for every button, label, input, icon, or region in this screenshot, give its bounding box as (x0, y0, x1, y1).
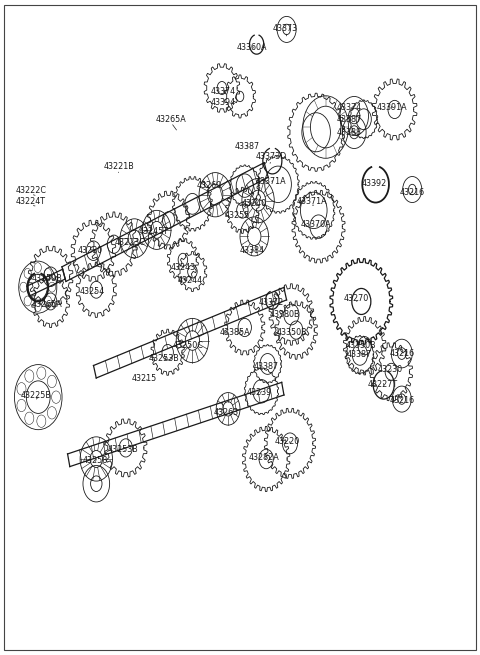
Text: 43360A: 43360A (237, 43, 267, 52)
Text: 43394: 43394 (211, 98, 236, 107)
Text: 43373: 43373 (273, 24, 298, 33)
Text: 43224T: 43224T (16, 197, 46, 206)
Text: 43380B: 43380B (270, 310, 300, 319)
Text: 43265A: 43265A (32, 300, 63, 309)
Text: 43254: 43254 (80, 287, 105, 296)
Text: 43384: 43384 (240, 246, 264, 255)
Text: 43391A: 43391A (377, 103, 408, 112)
Text: 43220: 43220 (275, 437, 300, 446)
Text: 43223C: 43223C (115, 238, 146, 248)
Text: 43250C: 43250C (172, 341, 203, 350)
Text: 43282A: 43282A (249, 453, 279, 462)
Text: 43265A: 43265A (156, 115, 186, 124)
Text: 43225B: 43225B (21, 391, 52, 400)
Text: 43239: 43239 (246, 388, 272, 397)
Text: 43387: 43387 (235, 142, 260, 151)
Text: 43387: 43387 (337, 115, 362, 124)
Text: 43371A: 43371A (297, 197, 328, 206)
Text: 43280: 43280 (78, 246, 103, 255)
Text: 43240: 43240 (242, 199, 267, 208)
Text: 43374: 43374 (211, 87, 236, 96)
Text: 43372: 43372 (258, 298, 284, 307)
Text: 43392: 43392 (361, 179, 387, 187)
Text: 43230: 43230 (377, 365, 402, 374)
Text: 43371A: 43371A (256, 177, 286, 185)
Text: 43227T: 43227T (368, 380, 398, 388)
Text: 43387: 43387 (253, 362, 279, 371)
Text: 43215: 43215 (131, 374, 156, 383)
Text: 43270: 43270 (344, 293, 369, 303)
Text: 43245T: 43245T (138, 227, 168, 236)
Text: 43253B: 43253B (108, 445, 139, 455)
Text: 43259B: 43259B (32, 274, 63, 283)
Text: 43216: 43216 (400, 187, 425, 196)
Text: 43350B: 43350B (346, 341, 377, 350)
Text: 43255: 43255 (225, 211, 250, 220)
Text: 43222C: 43222C (15, 186, 46, 195)
Text: 43216: 43216 (389, 349, 414, 358)
Text: 43221B: 43221B (103, 162, 134, 170)
Text: 43243: 43243 (170, 263, 195, 272)
Text: 43385A: 43385A (220, 328, 251, 337)
Text: 43216: 43216 (389, 396, 414, 405)
Text: 43258: 43258 (82, 457, 108, 466)
Text: 43244: 43244 (178, 276, 203, 285)
Text: 43373D: 43373D (255, 152, 287, 161)
Text: 43263: 43263 (213, 407, 238, 417)
Text: 43374: 43374 (337, 103, 362, 112)
Text: 43370A: 43370A (301, 220, 332, 229)
Text: 43350B: 43350B (277, 328, 308, 337)
Text: 43253B: 43253B (148, 354, 179, 364)
Text: 43387: 43387 (347, 350, 372, 360)
Text: 43388: 43388 (337, 128, 362, 137)
Text: 43260: 43260 (196, 181, 222, 190)
